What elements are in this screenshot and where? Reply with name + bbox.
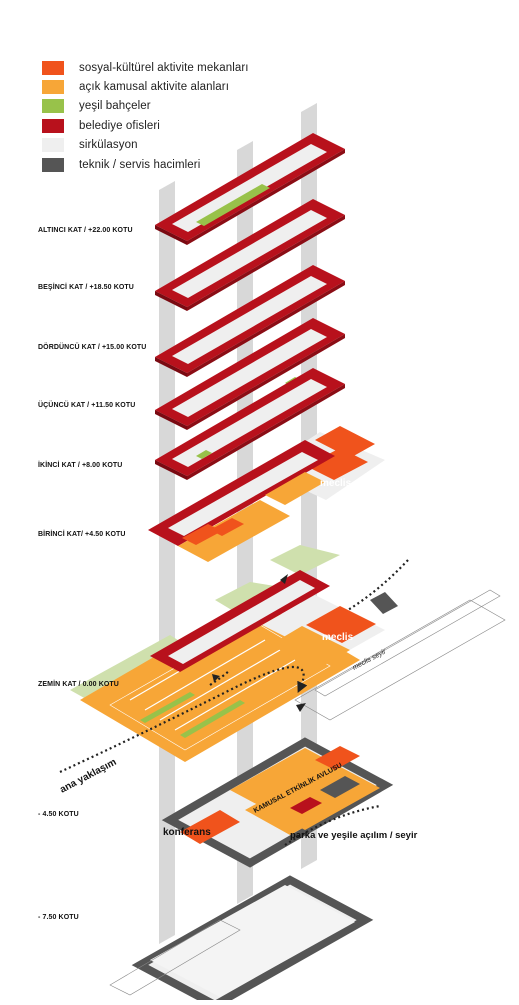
legend-item: belediye ofisleri <box>42 116 249 135</box>
legend-label: sosyal-kültürel aktivite mekanları <box>79 61 249 74</box>
legend-item: sosyal-kültürel aktivite mekanları <box>42 58 249 77</box>
level-label-minus-750: - 7.50 KOTU <box>38 914 79 921</box>
arrow-markers <box>212 574 306 712</box>
basement-minus-750 <box>109 875 374 1005</box>
floor-1 <box>140 440 335 568</box>
label-meclis-1: meclis <box>320 478 352 489</box>
floor-4 <box>155 265 345 377</box>
legend-swatch <box>42 99 64 114</box>
legend-item: teknik / servis hacimleri <box>42 155 249 174</box>
level-label-zemin: ZEMİN KAT / 0.00 KOTU <box>38 681 119 688</box>
legend-swatch <box>42 80 64 95</box>
legend-item: sirkülasyon <box>42 136 249 155</box>
level-label-ikinci: İKİNCİ KAT / +8.00 KOTU <box>38 462 123 469</box>
legend-swatch <box>42 118 64 133</box>
level-label-ucuncu: ÜÇÜNCÜ KAT / +11.50 KOTU <box>38 402 136 409</box>
legend-swatch <box>42 157 64 172</box>
ramp-path <box>209 669 231 686</box>
level-label-birinci: BİRİNCİ KAT/ +4.50 KOTU <box>38 531 126 538</box>
ground-floor <box>70 545 506 762</box>
legend-label: sirkülasyon <box>79 139 138 152</box>
label-parka: parka ve yeşile açılım / seyir <box>290 830 418 841</box>
level-label-besinci: BEŞİNCİ KAT / +18.50 KOTU <box>38 284 134 291</box>
legend-swatch <box>42 60 64 75</box>
level-label-dorduncu: DÖRDÜNCÜ KAT / +15.00 KOTU <box>38 344 147 351</box>
approach-paths <box>59 559 409 846</box>
legend-label: belediye ofisleri <box>79 119 160 132</box>
floor-6 <box>155 133 345 245</box>
label-konferans: konferans <box>163 827 211 838</box>
level-label-altinci: ALTINCI KAT / +22.00 KOTU <box>38 227 133 234</box>
legend-swatch <box>42 138 64 153</box>
label-meclis-2: meclis <box>322 632 354 643</box>
legend-label: yeşil bahçeler <box>79 100 151 113</box>
assembly-path <box>347 559 409 611</box>
basement-minus-450 <box>161 737 394 868</box>
legend-item: yeşil bahçeler <box>42 97 249 116</box>
main-approach-path <box>59 665 308 773</box>
floor-3 <box>155 318 345 430</box>
arrow-icon <box>296 703 306 712</box>
park-path <box>284 804 381 846</box>
legend: sosyal-kültürel aktivite mekanları açık … <box>42 58 249 174</box>
floor-5 <box>155 199 345 311</box>
level-label-minus-450: - 4.50 KOTU <box>38 811 79 818</box>
legend-label: açık kamusal aktivite alanları <box>79 81 230 94</box>
arrow-icon <box>280 574 288 584</box>
label-ana-yaklasim: ana yaklaşım <box>58 757 118 796</box>
legend-label: teknik / servis hacimleri <box>79 158 201 171</box>
arrow-icon <box>212 674 220 682</box>
legend-item: açık kamusal aktivite alanları <box>42 77 249 96</box>
